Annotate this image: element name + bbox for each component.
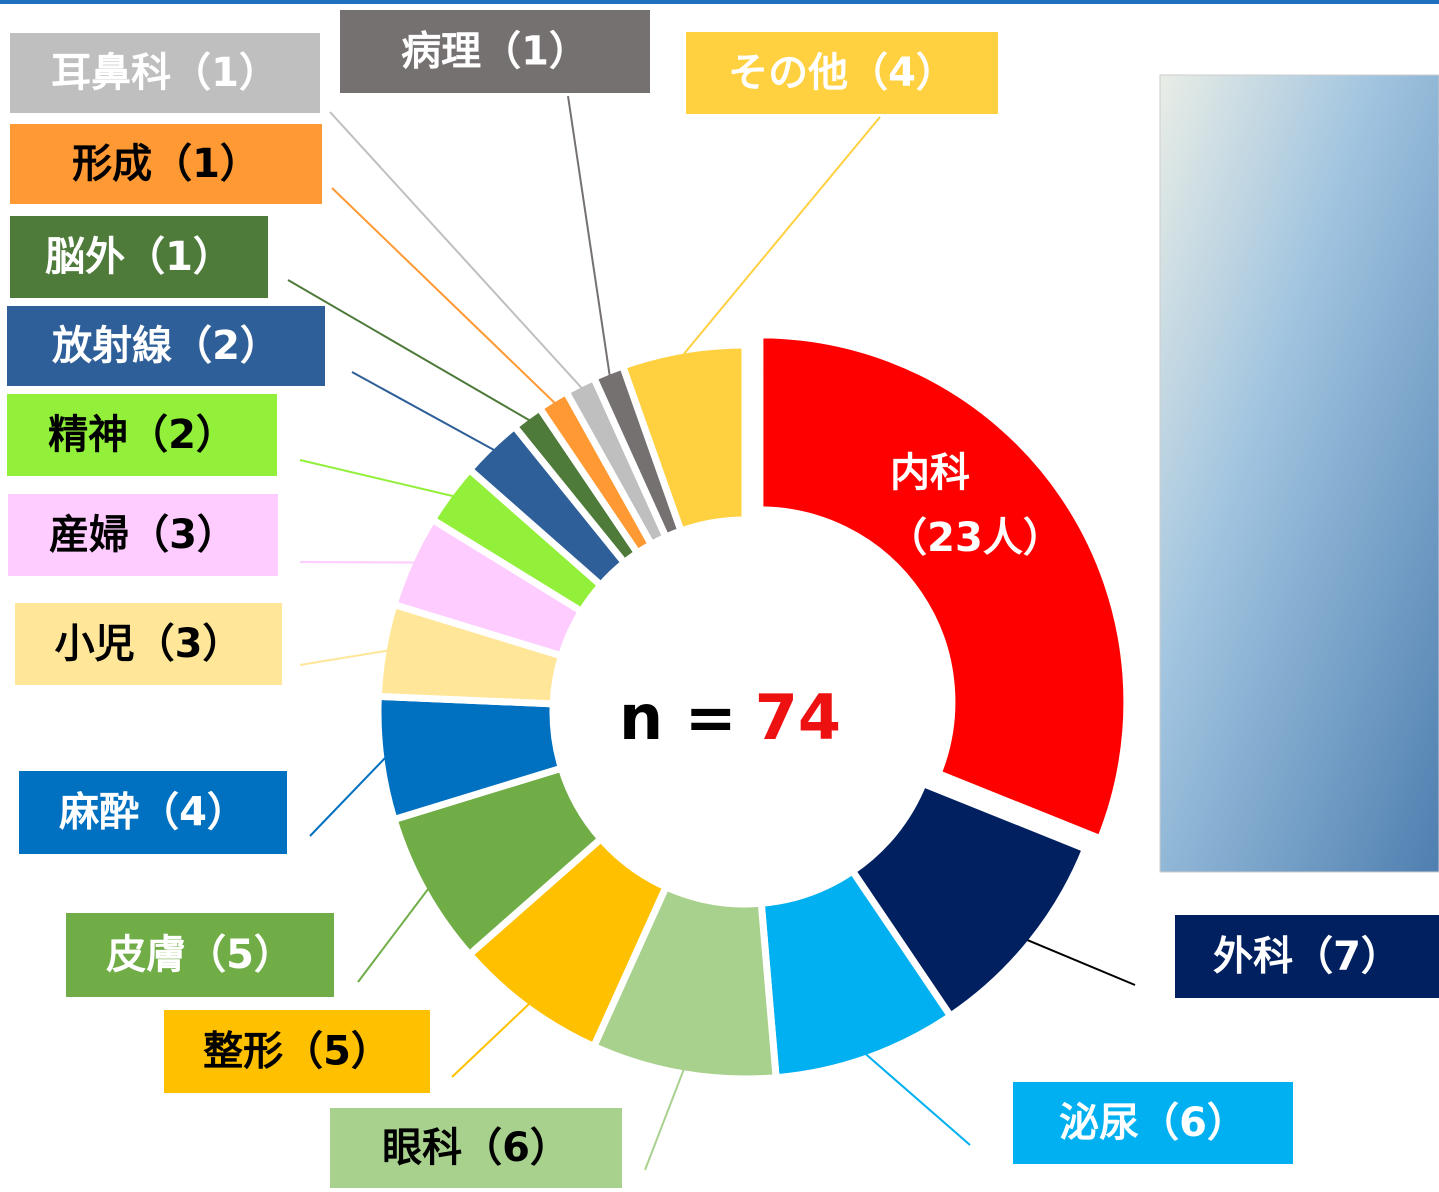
category-label: 眼科 bbox=[382, 1125, 462, 1171]
chart: 内科（23人）外科（7）泌尿（6）眼科（6）整形（5）皮膚（5）麻酔（4）小児（… bbox=[0, 0, 1439, 1188]
leader-line bbox=[300, 651, 387, 665]
slice-label: その他（4） bbox=[728, 50, 956, 96]
leader-line bbox=[300, 460, 453, 496]
leader-line bbox=[452, 1004, 529, 1077]
value-label: （1） bbox=[152, 141, 260, 187]
category-label: 外科 bbox=[1213, 934, 1293, 980]
slice-label: 皮膚（5） bbox=[106, 932, 294, 978]
value-label: （3） bbox=[135, 621, 243, 667]
donut bbox=[378, 335, 1127, 1079]
slice-label: 精神（2） bbox=[48, 412, 236, 458]
category-label: 放射線 bbox=[52, 323, 172, 369]
leader-line bbox=[330, 112, 582, 388]
value-label: （1） bbox=[481, 29, 589, 75]
category-label: 内科 bbox=[890, 450, 970, 496]
value-label: （3） bbox=[129, 512, 237, 558]
category-label: 整形 bbox=[203, 1029, 283, 1075]
slice-label: 眼科（6） bbox=[382, 1125, 570, 1171]
slice-label: 泌尿（6） bbox=[1059, 1100, 1247, 1146]
category-label: 耳鼻科 bbox=[51, 50, 171, 96]
value-label: （4） bbox=[139, 790, 247, 836]
photo bbox=[1160, 75, 1439, 872]
total-value: 74 bbox=[755, 681, 841, 754]
slice bbox=[760, 335, 1127, 839]
top-border bbox=[0, 0, 1439, 4]
value-label: （6） bbox=[1139, 1100, 1247, 1146]
category-label: 形成 bbox=[72, 141, 152, 187]
category-label: 泌尿 bbox=[1059, 1100, 1139, 1146]
category-label: 麻酔 bbox=[59, 790, 139, 836]
slice-label: 小児（3） bbox=[55, 621, 243, 667]
category-label: その他 bbox=[728, 50, 848, 96]
leader-line bbox=[358, 889, 428, 982]
leader-line bbox=[352, 372, 494, 450]
value-label: （4） bbox=[848, 50, 956, 96]
value-label: （6） bbox=[462, 1125, 570, 1171]
total-label: n =74 bbox=[619, 681, 841, 754]
value-label: （1） bbox=[171, 50, 279, 96]
slice-label: 脳外（1） bbox=[45, 234, 233, 280]
leader-line bbox=[684, 117, 880, 354]
total-text: n = bbox=[619, 681, 737, 754]
slice-label: 耳鼻科（1） bbox=[51, 50, 279, 96]
leader-line bbox=[1027, 940, 1135, 985]
value-label: （7） bbox=[1293, 934, 1401, 980]
slice-label: 整形（5） bbox=[203, 1029, 391, 1075]
slice-label: 放射線（2） bbox=[52, 323, 280, 369]
category-label: 脳外 bbox=[45, 234, 125, 280]
slice-label: 病理（1） bbox=[401, 29, 589, 75]
value-label: （5） bbox=[186, 932, 294, 978]
value-label: （2） bbox=[128, 412, 236, 458]
category-label: 病理 bbox=[401, 29, 481, 75]
leader-line bbox=[866, 1054, 970, 1145]
slice-label: 形成（1） bbox=[72, 141, 260, 187]
leader-line bbox=[645, 1070, 684, 1170]
leader-line bbox=[568, 96, 610, 375]
value-label: （2） bbox=[172, 323, 280, 369]
value-label: （1） bbox=[125, 234, 233, 280]
value-label: （5） bbox=[283, 1029, 391, 1075]
slice-label: 外科（7） bbox=[1213, 934, 1401, 980]
category-label: 精神 bbox=[48, 412, 128, 458]
category-label: 産婦 bbox=[49, 512, 129, 558]
slice-label: 麻酔（4） bbox=[59, 790, 247, 836]
value-label: （23人） bbox=[887, 515, 1063, 561]
category-label: 皮膚 bbox=[106, 932, 186, 978]
category-label: 小児 bbox=[55, 621, 135, 667]
slice-label: 産婦（3） bbox=[49, 512, 237, 558]
leader-line bbox=[310, 758, 385, 836]
